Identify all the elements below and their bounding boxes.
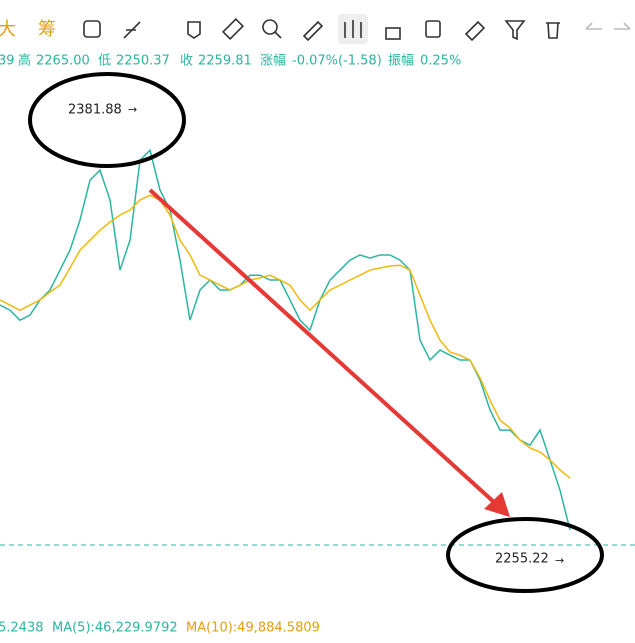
arrow-head — [484, 492, 510, 517]
icon[interactable] — [464, 20, 486, 42]
ohlc-text: 低 — [98, 54, 111, 69]
icon[interactable] — [425, 20, 441, 38]
icon[interactable] — [614, 22, 631, 30]
ohlc-text: 涨幅 — [260, 54, 286, 69]
toolbar-icons — [83, 14, 631, 44]
ohlc-text: 0.25% — [420, 54, 461, 69]
ohlc-text: -0.07%(-1.58) — [292, 54, 382, 69]
icon[interactable] — [302, 20, 324, 42]
price-label: 2381.88 — [68, 103, 122, 118]
arrow-glyph: → — [128, 103, 137, 116]
circle-mark — [28, 72, 186, 168]
plot: 2255.22 → 2381.88 → — [0, 103, 635, 567]
toolbar-label[interactable]: 大 — [0, 19, 16, 40]
footer: 5.2438 MA(5):46,229.9792 MA(10):49,884.5… — [0, 621, 320, 636]
footer-text: MA(5):46,229.9792 — [52, 621, 178, 636]
icon[interactable] — [546, 22, 560, 39]
ohlc-text: 2250.37 — [116, 54, 170, 69]
arrow-glyph: → — [555, 554, 564, 567]
circle-mark — [446, 517, 604, 593]
ohlc-text: 2259.81 — [198, 54, 252, 69]
icon[interactable] — [504, 20, 526, 41]
icon[interactable] — [344, 20, 362, 38]
price-label: 2255.22 — [495, 552, 549, 567]
footer-text: 5.2438 — [0, 621, 44, 636]
icon[interactable] — [262, 19, 278, 35]
ohlc-text: 39 — [0, 54, 15, 69]
drawings — [28, 72, 604, 593]
icon[interactable] — [187, 21, 201, 39]
footer-text: MA(10):49,884.5809 — [186, 621, 320, 636]
ohlc-text: 2265.00 — [36, 54, 90, 69]
arrow-line — [148, 188, 497, 505]
ohlc-text: 高 — [18, 53, 31, 69]
icon[interactable] — [274, 31, 282, 39]
icon[interactable] — [221, 17, 245, 41]
icon[interactable] — [385, 27, 401, 40]
icon[interactable] — [585, 22, 602, 30]
icon[interactable] — [83, 20, 101, 38]
icon[interactable] — [123, 21, 141, 39]
price-line — [0, 194, 571, 479]
ohlc-text: 振幅 — [388, 54, 414, 69]
toolbar-label[interactable]: 筹 — [38, 19, 56, 40]
ohlc-bar: 39 高 2265.00 低 2250.37 收 2259.81 涨幅 -0.0… — [0, 53, 461, 69]
ohlc-text: 收 — [180, 54, 193, 69]
